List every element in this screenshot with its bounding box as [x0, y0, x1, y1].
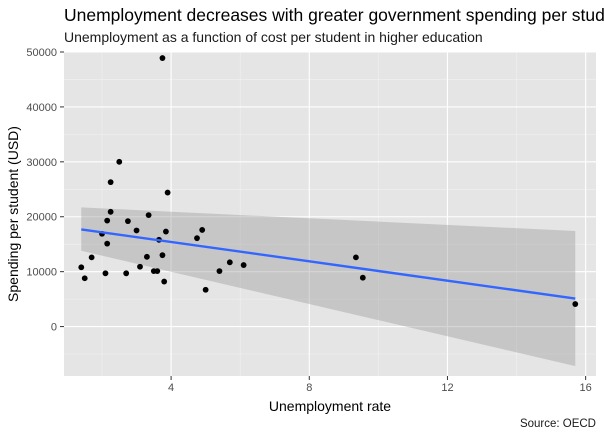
data-point — [572, 301, 579, 307]
data-point — [78, 264, 85, 271]
data-point — [116, 158, 123, 165]
data-point — [104, 217, 111, 224]
x-axis-title: Unemployment rate — [269, 398, 391, 414]
y-tick-label: 40000 — [26, 102, 57, 114]
x-tick-label: 12 — [441, 382, 453, 394]
trend-line — [81, 228, 576, 300]
data-point — [359, 274, 366, 281]
data-point — [159, 252, 166, 259]
y-tick-label: 0 — [51, 322, 57, 334]
y-tick-label: 30000 — [26, 157, 57, 169]
y-tick-label: 50000 — [26, 47, 57, 59]
data-point — [159, 55, 166, 61]
data-point — [81, 275, 88, 282]
data-point — [154, 268, 161, 275]
data-point — [353, 254, 359, 261]
data-point — [107, 208, 114, 215]
data-point — [137, 263, 143, 270]
plot-panel — [64, 52, 596, 376]
data-point — [88, 254, 95, 261]
data-point — [240, 262, 247, 268]
data-point — [145, 212, 152, 218]
data-point — [104, 240, 111, 247]
data-point — [107, 179, 114, 186]
data-point — [133, 227, 140, 234]
y-tick-label: 20000 — [26, 212, 57, 224]
data-point — [202, 286, 209, 293]
data-point — [125, 218, 131, 225]
data-point — [216, 268, 223, 275]
data-point — [144, 253, 150, 260]
x-tick-label: 8 — [306, 382, 312, 394]
data-points — [78, 55, 579, 307]
axis-ticks: 4 8 12 16 0 10000 20000 30000 40000 50000 — [26, 47, 591, 394]
x-tick-label: 4 — [168, 382, 174, 394]
grid-lines — [64, 51, 596, 376]
y-tick-label: 10000 — [26, 267, 57, 279]
x-tick-label: 16 — [580, 382, 592, 394]
chart-subtitle: Unemployment as a function of cost per s… — [64, 29, 483, 45]
data-point — [163, 228, 169, 235]
chart-caption: Source: OECD — [519, 418, 596, 430]
data-point — [123, 270, 130, 277]
y-axis-title: Spending per student (USD) — [5, 126, 21, 302]
data-point — [164, 189, 171, 196]
data-point — [199, 227, 206, 233]
data-point — [226, 259, 233, 266]
chart-title: Unemployment decreases with greater gove… — [64, 5, 604, 25]
data-point — [161, 278, 168, 285]
data-point — [102, 270, 109, 277]
data-point — [194, 235, 200, 242]
